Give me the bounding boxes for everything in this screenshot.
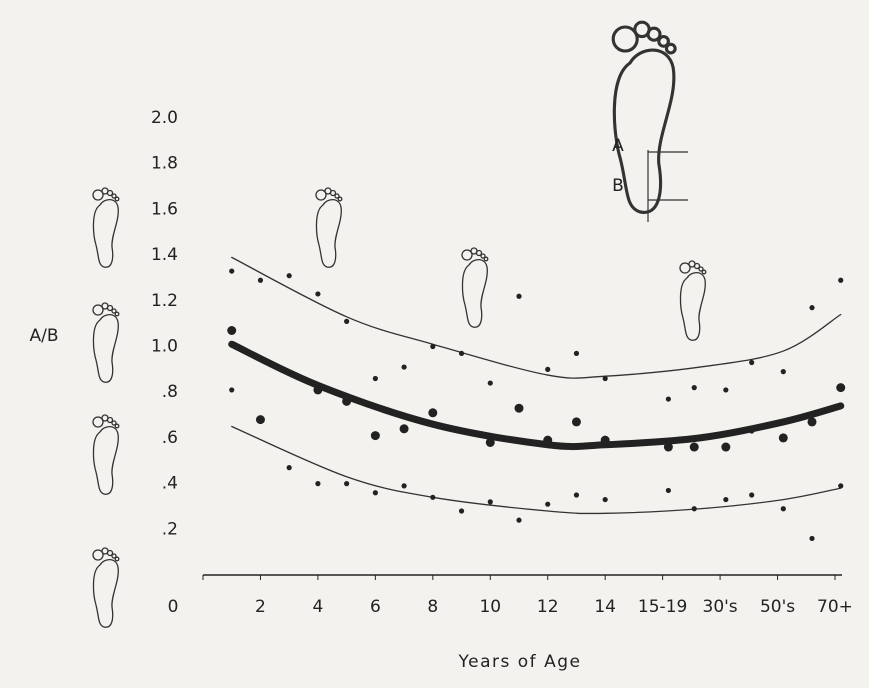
x-tick-label: 12 [537, 597, 559, 617]
data-point [602, 496, 608, 503]
y-tick-label: 1.8 [151, 154, 178, 174]
x-tick-label: 15-19 [638, 597, 687, 617]
data-point [691, 506, 697, 512]
data-point [372, 490, 378, 496]
data-point [313, 385, 323, 395]
data-point [229, 387, 235, 393]
data-point [807, 417, 817, 427]
data-point [602, 375, 608, 382]
data-point [723, 387, 729, 393]
data-point [689, 442, 699, 452]
data-point [516, 293, 522, 299]
data-point [487, 499, 493, 505]
data-point [838, 483, 844, 489]
data-point [315, 291, 321, 297]
data-point [663, 442, 673, 452]
data-point [255, 415, 265, 425]
x-tick-label: 70+ [817, 597, 853, 617]
data-point [399, 424, 409, 434]
y-tick-label: 2.0 [151, 108, 178, 128]
data-point [780, 506, 786, 512]
y-tick-label: 1.2 [151, 291, 178, 311]
x-tick-label: 2 [255, 597, 266, 617]
data-point [516, 517, 522, 523]
data-point [571, 417, 581, 427]
y-tick-label: .4 [162, 474, 178, 494]
inset-arrows [647, 150, 688, 222]
data-point [257, 277, 264, 283]
data-point [543, 435, 553, 445]
data-point [370, 431, 380, 441]
data-point [401, 364, 407, 370]
data-point [514, 403, 524, 413]
data-point [838, 277, 844, 283]
y-tick-label: .2 [162, 519, 178, 539]
data-point [372, 375, 378, 382]
data-point [721, 442, 731, 452]
inset-label: B [612, 176, 624, 196]
data-point [749, 359, 755, 366]
y-tick-label: 1.4 [151, 245, 178, 265]
data-point [428, 408, 438, 418]
data-point [600, 435, 610, 445]
data-point [342, 396, 352, 406]
x-tick-label: 30's [703, 597, 738, 617]
data-point [286, 273, 292, 279]
data-point [573, 350, 580, 356]
data-point [691, 385, 697, 391]
data-point [227, 326, 237, 336]
y-tick-label: 1.6 [151, 199, 178, 219]
x-tick-label: 6 [370, 597, 381, 617]
x-tick-label: 50's [760, 597, 795, 617]
fit-curve [231, 425, 842, 515]
fit-curve [231, 256, 842, 379]
x-tick-label: 10 [479, 597, 501, 617]
data-point [836, 383, 846, 393]
x-tick-label: 0 [168, 597, 179, 617]
data-point [487, 380, 493, 386]
data-point [430, 343, 436, 350]
data-point [545, 501, 551, 507]
data-point [749, 492, 755, 498]
data-point [458, 350, 465, 356]
y-tick-label: 1.0 [151, 337, 178, 357]
x-tick-label: 8 [427, 597, 438, 617]
y-axis-label: A/B [29, 326, 58, 346]
data-point [344, 481, 350, 487]
inset-label: A [612, 136, 624, 156]
data-point [401, 483, 407, 489]
data-point [344, 318, 350, 324]
data-point [485, 437, 495, 447]
data-point [809, 535, 815, 542]
data-point [286, 465, 292, 471]
data-point [809, 305, 815, 311]
data-point [315, 481, 321, 487]
data-point [545, 366, 551, 372]
data-point [229, 268, 235, 274]
data-point [749, 428, 755, 434]
fit-curve [228, 340, 845, 451]
x-tick-label: 4 [312, 597, 323, 617]
y-tick-label: .6 [162, 428, 178, 448]
data-point [665, 396, 671, 402]
x-tick-label: 14 [594, 597, 616, 617]
data-point [665, 487, 671, 494]
data-point [430, 494, 436, 500]
data-point [780, 369, 786, 375]
data-point [573, 492, 580, 498]
data-point [723, 496, 729, 503]
y-tick-label: .8 [162, 382, 178, 402]
data-point [778, 433, 788, 443]
data-point [458, 508, 465, 514]
x-axis-label: Years of Age [458, 652, 582, 672]
